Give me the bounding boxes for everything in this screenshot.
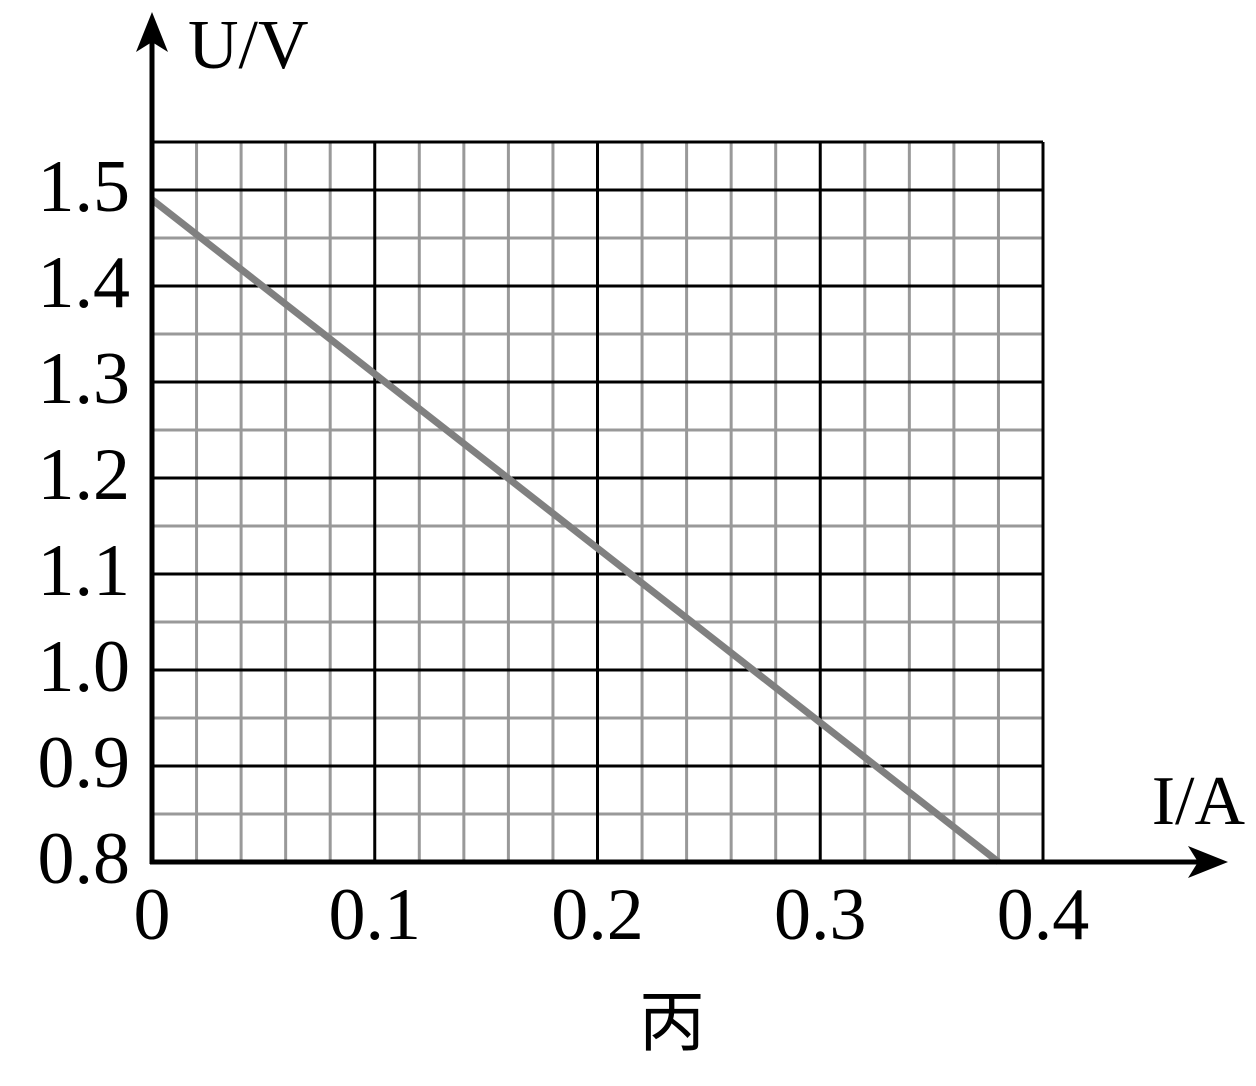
y-axis-label: U/V: [188, 7, 309, 84]
caption: 丙: [639, 987, 705, 1060]
x-tick-label: 0.1: [329, 874, 422, 956]
grid: [150, 140, 1045, 864]
y-tick-label: 1.5: [38, 146, 131, 228]
x-tick-label: 0.4: [997, 874, 1090, 956]
data-line: [149, 196, 1001, 865]
x-tick-label: 0: [134, 874, 171, 956]
y-tick-label: 1.4: [38, 242, 131, 324]
y-axis-arrow: [136, 12, 168, 52]
plot: [149, 196, 1001, 865]
y-tick-label: 1.3: [38, 338, 131, 420]
x-axis-arrow: [1188, 846, 1228, 878]
x-axis-label: I/A: [1152, 763, 1246, 840]
y-tick-label: 0.8: [38, 818, 131, 900]
y-tick-label: 1.1: [38, 530, 131, 612]
x-tick-label: 0.2: [551, 874, 644, 956]
y-tick-label: 1.0: [38, 626, 131, 708]
x-tick-label: 0.3: [774, 874, 867, 956]
y-tick-label: 0.9: [38, 722, 131, 804]
y-tick-label: 1.2: [38, 434, 131, 516]
